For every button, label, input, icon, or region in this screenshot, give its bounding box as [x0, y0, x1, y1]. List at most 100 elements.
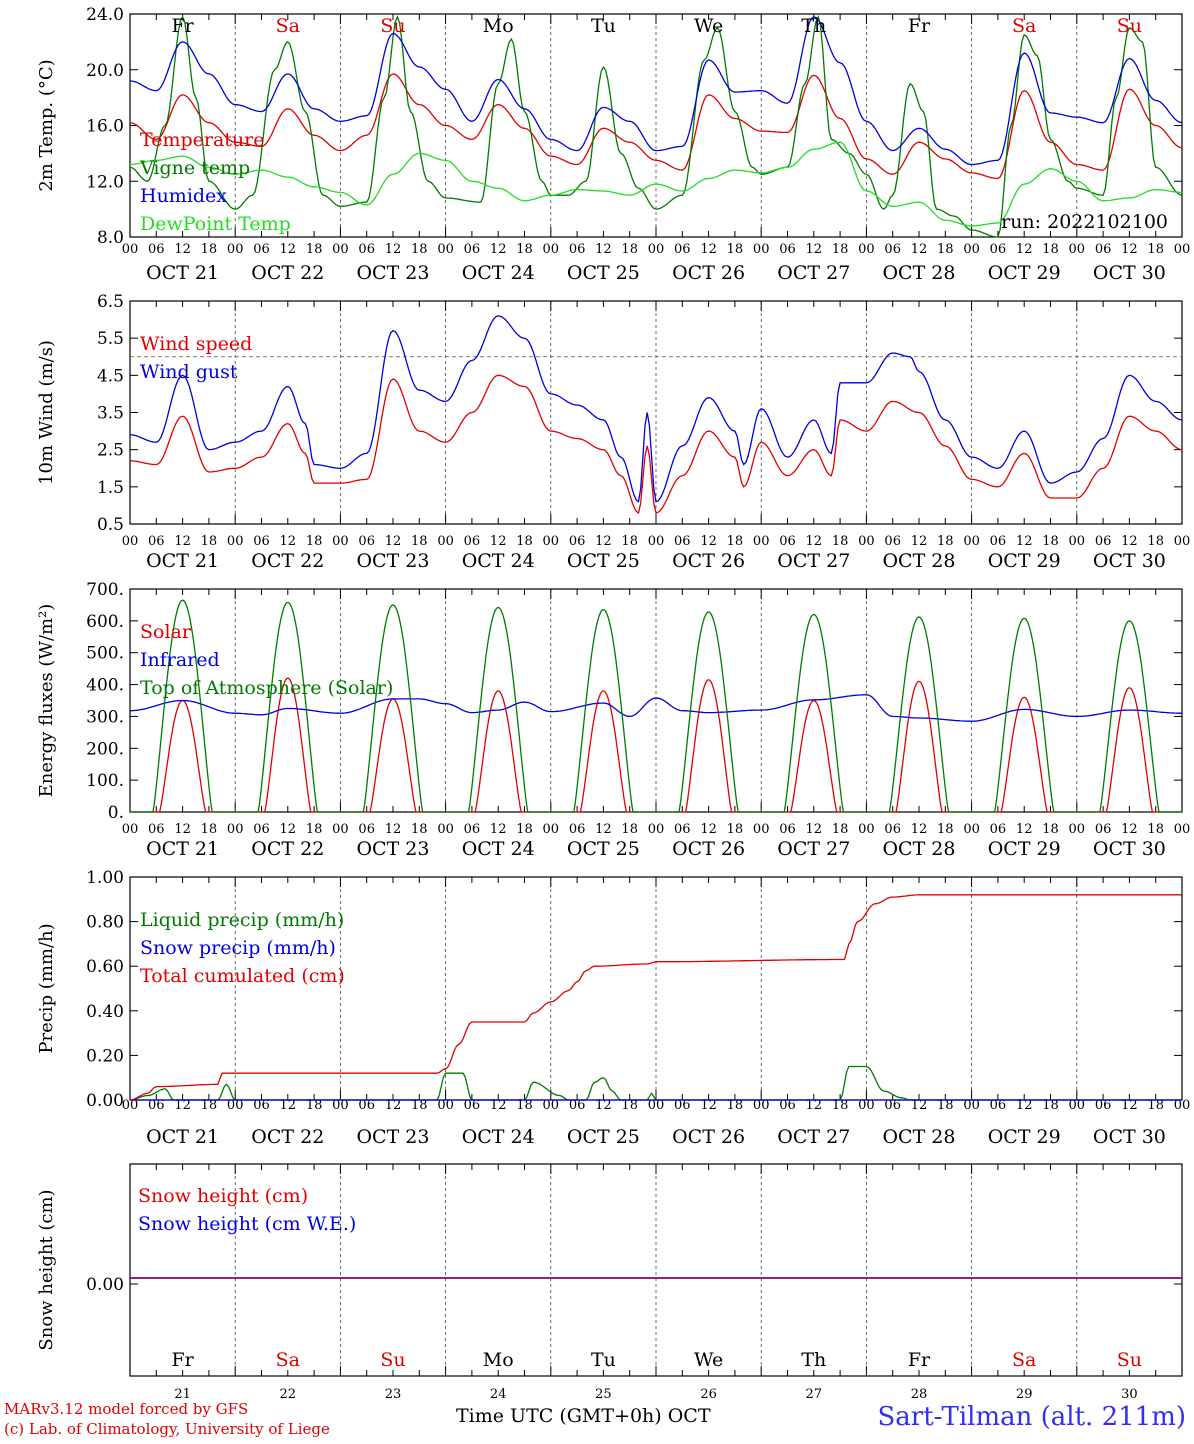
x-hour-label: 12: [1016, 822, 1033, 837]
x-hour-label: 06: [1095, 242, 1112, 257]
x-hour-label: 12: [1121, 1098, 1138, 1113]
x-axis-label: Time UTC (GMT+0h) OCT: [456, 1405, 711, 1427]
day-name-label: Su: [1117, 15, 1142, 37]
x-hour-label: 18: [516, 1098, 533, 1113]
day-name-label: Sa: [1012, 15, 1036, 37]
y-tick-label: 0.00: [86, 1275, 124, 1295]
x-hour-label: 00: [122, 822, 139, 837]
x-hour-label: 06: [779, 242, 796, 257]
x-hour-label: 12: [490, 822, 507, 837]
x-hour-label: 06: [148, 534, 165, 549]
x-hour-label: 00: [332, 822, 349, 837]
x-hour-label: 18: [1147, 1098, 1164, 1113]
panel-frame: [129, 13, 1183, 238]
y-tick-label: 0.20: [86, 1046, 124, 1066]
x-date-label: OCT 29: [988, 262, 1061, 284]
x-date-label: OCT 27: [777, 1126, 850, 1148]
legend-entry: Wind gust: [140, 361, 238, 383]
series-line-wind-speed: [129, 374, 1183, 514]
x-hour-label: 00: [858, 242, 875, 257]
day-name-label: Fr: [171, 15, 194, 37]
y-axis-label: 10m Wind (m/s): [36, 340, 57, 485]
x-date-label: OCT 30: [1093, 262, 1166, 284]
x-hour-label: 06: [990, 1098, 1007, 1113]
x-hour-label: 06: [253, 822, 270, 837]
y-axis-label: Snow height (cm): [36, 1189, 57, 1350]
x-date-label: OCT 23: [356, 262, 429, 284]
x-hour-label: 12: [806, 1098, 823, 1113]
x-hour-label: 00: [227, 242, 244, 257]
x-hour-label: 06: [884, 534, 901, 549]
x-date-label: OCT 26: [672, 262, 745, 284]
legend-entry: DewPoint Temp: [140, 213, 291, 235]
legend-entry: Vigne temp: [139, 157, 250, 179]
x-hour-label: 18: [937, 822, 954, 837]
x-date-label: OCT 29: [988, 1126, 1061, 1148]
day-name-label: Su: [380, 1349, 405, 1371]
day-number-label: 29: [1016, 1387, 1033, 1402]
y-tick-label: 0.60: [86, 957, 124, 977]
x-hour-label: 12: [595, 534, 612, 549]
x-hour-label: 12: [700, 1098, 717, 1113]
x-hour-label: 00: [963, 822, 980, 837]
x-date-label: OCT 25: [567, 838, 640, 860]
x-date-label: OCT 22: [251, 550, 324, 572]
x-hour-label: 06: [884, 822, 901, 837]
x-hour-label: 18: [727, 534, 744, 549]
x-hour-label: 12: [174, 1098, 191, 1113]
x-hour-label: 06: [358, 822, 375, 837]
x-hour-label: 00: [332, 242, 349, 257]
x-hour-label: 06: [884, 1098, 901, 1113]
day-name-label: Fr: [908, 1349, 931, 1371]
x-date-label: OCT 28: [882, 550, 955, 572]
x-hour-label: 00: [858, 1098, 875, 1113]
x-date-label: OCT 21: [146, 550, 219, 572]
day-name-label: Mo: [483, 1349, 514, 1371]
x-hour-label: 06: [674, 242, 691, 257]
x-hour-label: 12: [595, 822, 612, 837]
x-hour-label: 12: [1121, 534, 1138, 549]
day-name-label: Tu: [591, 15, 616, 37]
x-hour-label: 18: [411, 242, 428, 257]
x-hour-label: 00: [1174, 534, 1191, 549]
x-hour-label: 00: [227, 1098, 244, 1113]
x-hour-label: 18: [411, 1098, 428, 1113]
x-hour-label: 18: [516, 242, 533, 257]
x-hour-label: 18: [516, 822, 533, 837]
x-hour-label: 00: [437, 822, 454, 837]
y-tick-label: 0.00: [86, 1091, 124, 1111]
x-hour-label: 06: [1095, 1098, 1112, 1113]
legend-entry: Liquid precip (mm/h): [140, 909, 344, 931]
x-hour-label: 00: [1069, 822, 1086, 837]
y-tick-label: 12.0: [86, 172, 124, 192]
y-tick-label: 400.: [86, 676, 124, 696]
x-hour-label: 18: [621, 534, 638, 549]
legend-entry: Solar: [140, 621, 192, 643]
x-hour-label: 18: [1042, 1098, 1059, 1113]
x-hour-label: 00: [1069, 534, 1086, 549]
x-hour-label: 12: [911, 1098, 928, 1113]
station-name: Sart-Tilman (alt. 211m): [877, 1402, 1186, 1432]
x-hour-label: 18: [411, 534, 428, 549]
legend-entry: Top of Atmosphere (Solar): [140, 677, 393, 699]
x-hour-label: 06: [253, 242, 270, 257]
x-date-label: OCT 22: [251, 1126, 324, 1148]
x-hour-label: 18: [727, 242, 744, 257]
panel-frame: [129, 588, 1183, 813]
day-name-label: Fr: [171, 1349, 194, 1371]
x-hour-label: 00: [858, 534, 875, 549]
x-hour-label: 12: [911, 242, 928, 257]
x-hour-label: 18: [201, 534, 218, 549]
y-tick-label: 16.0: [86, 117, 124, 137]
y-tick-label: 1.5: [97, 478, 124, 498]
day-name-label: Sa: [1012, 1349, 1036, 1371]
x-hour-label: 12: [806, 534, 823, 549]
x-hour-label: 12: [280, 242, 297, 257]
x-hour-label: 00: [753, 822, 770, 837]
x-hour-label: 06: [674, 1098, 691, 1113]
x-hour-label: 00: [1174, 242, 1191, 257]
x-hour-label: 00: [648, 534, 665, 549]
x-date-label: OCT 22: [251, 838, 324, 860]
legend-entry: Temperature: [140, 129, 264, 151]
panel-1: 8.0 12.0 16.0 20.0 24.0 2m Temp. (°C) 00 06 12 18…: [36, 5, 1190, 284]
